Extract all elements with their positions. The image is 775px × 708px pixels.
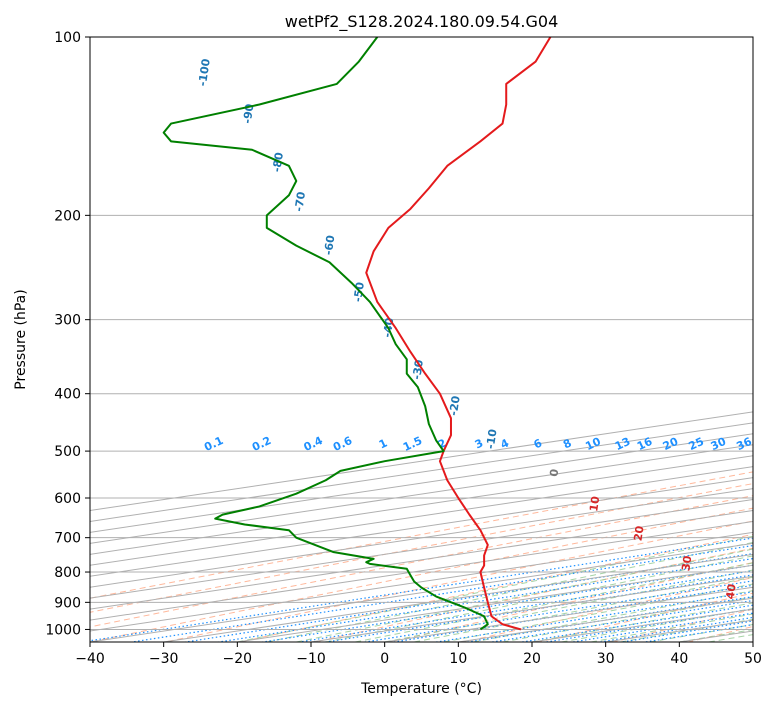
isotherm-line [679, 630, 753, 642]
mixing-ratio-label: 13 [613, 435, 632, 453]
x-axis-label: Temperature (°C) [360, 681, 482, 697]
isotherm-line [90, 455, 753, 555]
x-tick-label: 40 [670, 651, 688, 667]
dry-adiabat-line [90, 495, 753, 628]
sounding-profiles [162, 37, 552, 631]
x-tick-label: −30 [149, 651, 179, 667]
x-tick-label: 20 [523, 651, 541, 667]
isotherm-line [90, 444, 753, 544]
y-tick-label: 300 [54, 313, 81, 329]
moist-adiabat-line [443, 583, 753, 642]
isotherm-line [90, 542, 753, 642]
isotherm-line [310, 575, 753, 642]
x-tick-label: −20 [223, 651, 253, 667]
x-tick-label: −10 [296, 651, 326, 667]
mixing-ratio-label: 16 [635, 435, 655, 453]
dry-adiabat-line [312, 547, 753, 642]
isotherm-line [237, 564, 753, 642]
y-tick-label: 400 [54, 387, 81, 403]
y-tick-label: 1000 [45, 622, 81, 638]
x-tick-label: 30 [597, 651, 615, 667]
dry-adiabat-line [461, 577, 753, 642]
y-tick-label: 200 [54, 208, 81, 224]
background-lines [90, 10, 775, 654]
moist-adiabat-line [502, 596, 753, 642]
mixing-ratio-label: 25 [687, 435, 706, 453]
chart-title: wetPf2_S128.2024.180.09.54.G04 [285, 12, 559, 32]
mixing-ratio-label: 3 [473, 436, 485, 451]
isotherm-line [90, 531, 753, 632]
isotherm-line [90, 499, 753, 599]
mixing-ratio-label: 20 [661, 435, 681, 453]
isotherm-line [90, 509, 753, 610]
moist-adiabat-line [237, 535, 753, 642]
mixing-ratio-line [432, 591, 753, 642]
isotherm-line [90, 466, 753, 566]
mixing-ratio-label: 6 [532, 436, 545, 451]
dry-adiabat-line [714, 10, 775, 654]
axes: −40 −30 −20 −10 0 10 20 30 40 5010020030040050060… [45, 30, 762, 667]
moist-adiabat-line [679, 629, 753, 642]
moist-adiabat-line [296, 548, 753, 642]
dry-adiabat-line [90, 471, 753, 599]
mixing-ratio-label: 1 [377, 436, 389, 451]
y-tick-label: 600 [54, 491, 81, 507]
moist-adiabat-line [325, 555, 753, 642]
isotherm-line [90, 433, 753, 533]
isotherm-line [458, 597, 753, 642]
isotherm-label-upper: -70 [292, 191, 308, 213]
y-tick-label: 500 [54, 444, 81, 460]
isotherm-line [752, 641, 753, 642]
moist-adiabat-line [472, 590, 753, 642]
dry-adiabat-line [237, 533, 753, 642]
isotherm-line [531, 608, 753, 642]
moist-adiabat-line [590, 613, 753, 642]
isotherm-line [90, 422, 753, 522]
dry-adiabat-line [162, 520, 753, 642]
moist-adiabat-line [531, 602, 753, 642]
temperature-profile-line [365, 37, 552, 631]
dry-adiabat-line [90, 507, 753, 642]
dry-adiabat-line [387, 562, 753, 642]
isotherm-label-lower: 30 [679, 554, 694, 571]
x-tick-label: 10 [449, 651, 467, 667]
plot-frame [89, 36, 754, 643]
x-tick-label: −40 [75, 651, 105, 667]
isotherm-label-lower: 0 [547, 468, 561, 478]
isotherm-label-upper: -100 [196, 58, 213, 87]
isotherm-label-upper: -30 [410, 358, 426, 380]
moist-adiabat-line [266, 541, 753, 642]
y-axis-label: Pressure (hPa) [13, 289, 29, 389]
isotherm-line [90, 520, 753, 621]
mixing-ratio-label: 10 [583, 435, 603, 453]
isotherm-label-upper: -60 [322, 234, 338, 256]
y-tick-label: 800 [54, 565, 81, 581]
mixing-ratio-line [181, 552, 753, 642]
isotherm-line [90, 411, 753, 512]
mixing-ratio-label: 30 [709, 435, 729, 453]
y-tick-label: 900 [54, 595, 81, 611]
isotherm-label-lower: 20 [631, 525, 646, 542]
y-tick-label: 100 [54, 30, 81, 46]
isotherm-line [605, 619, 753, 642]
y-tick-label: 700 [54, 531, 81, 547]
dewpoint-profile-line [162, 37, 489, 631]
x-tick-label: 50 [744, 651, 762, 667]
dry-adiabat-line [90, 483, 753, 613]
moist-adiabat-line [384, 569, 753, 642]
isotherm-label-lower: 40 [724, 583, 739, 600]
mixing-ratio-line [215, 557, 753, 642]
isotherm-line [90, 477, 753, 577]
isotherm-line [90, 488, 753, 588]
isotherm-label-upper: -20 [447, 395, 463, 417]
isotherm-label-lower: 10 [587, 495, 602, 512]
x-tick-label: 0 [380, 651, 389, 667]
mixing-ratio-label: 36 [734, 435, 754, 453]
mixing-ratio-line [258, 564, 753, 642]
isotherm-label-upper: -10 [484, 428, 500, 450]
moist-adiabat-line [414, 576, 753, 642]
